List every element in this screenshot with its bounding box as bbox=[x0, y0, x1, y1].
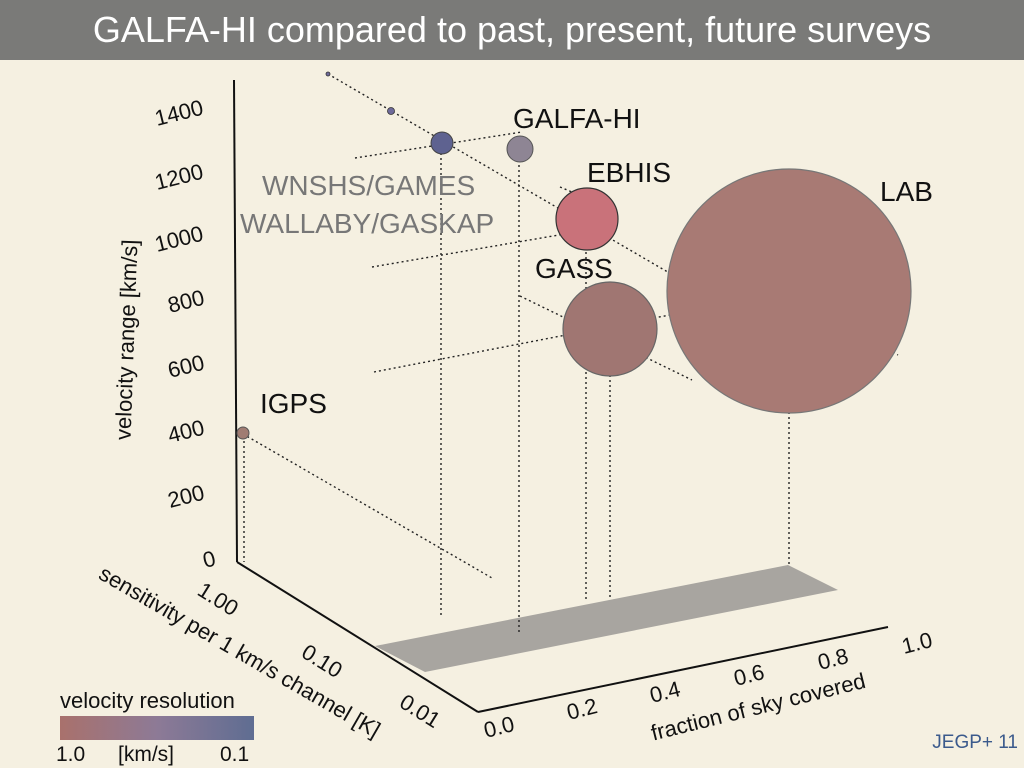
tick-velocity-200: 200 bbox=[165, 480, 207, 513]
floor-shadow-low bbox=[375, 565, 838, 672]
sky-fraction-axis-line bbox=[477, 626, 889, 713]
legend-tick-left: 1.0 bbox=[56, 743, 86, 766]
velocity-resolution-colorbar bbox=[60, 716, 254, 740]
point-ebhis bbox=[555, 187, 619, 251]
tick-velocity-1200: 1200 bbox=[152, 159, 206, 195]
point-tiny-1 bbox=[325, 71, 331, 77]
sensitivity-axis-line bbox=[236, 561, 479, 713]
tick-velocity-0: 0 bbox=[200, 546, 218, 573]
legend-title: velocity resolution bbox=[60, 688, 235, 713]
velocity-axis-label: velocity range [km/s] bbox=[111, 239, 143, 440]
point-gass bbox=[562, 281, 658, 377]
survey-labels: GALFA-HI EBHIS LAB GASS IGPS WNSHS/GAMES… bbox=[240, 103, 933, 419]
label-galfa-hi: GALFA-HI bbox=[513, 103, 641, 134]
title-bar: GALFA-HI compared to past, present, futu… bbox=[0, 0, 1024, 60]
tick-sky-0.8: 0.8 bbox=[815, 643, 851, 675]
tick-velocity-1000: 1000 bbox=[152, 221, 206, 257]
tick-sky-0.4: 0.4 bbox=[647, 676, 683, 708]
label-lab: LAB bbox=[880, 176, 933, 207]
footer-citation: JEGP+ 11 bbox=[932, 732, 1018, 753]
label-igps: IGPS bbox=[260, 388, 327, 419]
label-wnshs-games: WNSHS/GAMES bbox=[262, 170, 475, 201]
axes bbox=[233, 79, 889, 713]
tick-sky-0.0: 0.0 bbox=[481, 711, 517, 743]
point-galfa-hi bbox=[506, 135, 534, 163]
tick-velocity-800: 800 bbox=[165, 285, 207, 318]
point-lab bbox=[666, 168, 912, 414]
label-wallaby-gaskap: WALLABY/GASKAP bbox=[240, 208, 494, 239]
survey-points bbox=[236, 71, 912, 440]
velocity-axis-ticks: 0 200 400 600 800 1000 1200 1400 bbox=[152, 95, 218, 573]
legend-tick-units: [km/s] bbox=[118, 743, 174, 766]
velocity-axis-line bbox=[233, 79, 238, 563]
label-gass: GASS bbox=[535, 253, 613, 284]
legend-tick-right: 0.1 bbox=[220, 743, 250, 766]
point-igps bbox=[236, 426, 250, 440]
tick-velocity-600: 600 bbox=[165, 350, 207, 383]
label-ebhis: EBHIS bbox=[587, 157, 671, 188]
tick-sky-0.6: 0.6 bbox=[731, 659, 767, 691]
point-tiny-2 bbox=[387, 107, 395, 115]
tick-sky-0.2: 0.2 bbox=[564, 693, 600, 725]
page-title: GALFA-HI compared to past, present, futu… bbox=[92, 9, 932, 50]
tick-sensitivity-0.01: 0.01 bbox=[395, 689, 445, 733]
tick-velocity-1400: 1400 bbox=[152, 95, 206, 131]
point-wnshs-games bbox=[430, 131, 454, 155]
tick-sky-1.0: 1.0 bbox=[899, 627, 935, 659]
tick-velocity-400: 400 bbox=[165, 415, 207, 448]
